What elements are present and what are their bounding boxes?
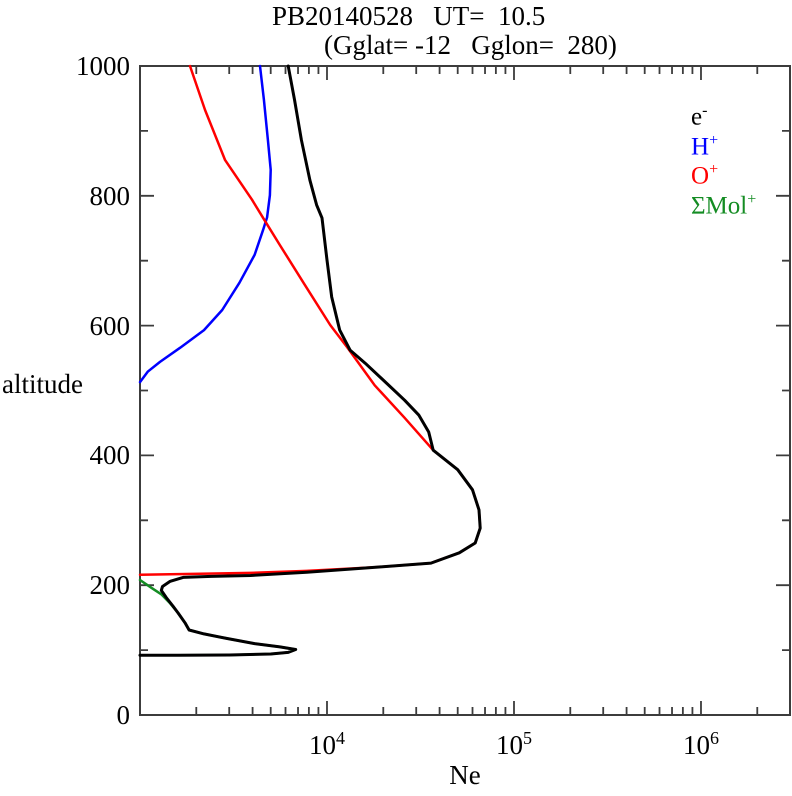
legend-entry-molecular-ions: ΣMol+ [691, 185, 757, 219]
legend-label-hydrogen-ions: H [691, 132, 710, 160]
plot-title-line2: (Gglat= -12 Gglon= 280) [324, 30, 617, 60]
legend-label-electrons: e [691, 103, 703, 131]
y-axis-title: altitude [2, 369, 83, 399]
y-tick-label-200: 200 [89, 570, 131, 601]
y-tick-label-600: 600 [89, 310, 131, 341]
oxygen-ion-curve [138, 64, 482, 577]
legend-sup-molecular-ions: + [747, 190, 757, 208]
y-tick-label-800: 800 [89, 180, 131, 211]
y-tick-label-400: 400 [89, 440, 131, 471]
plot-title-line1: PB20140528 UT= 10.5 [272, 1, 546, 31]
plot-legend: e- H+ O+ ΣMol+ [691, 96, 757, 219]
y-tick-label-0: 0 [116, 700, 131, 730]
legend-entry-electrons: e- [691, 96, 756, 130]
legend-sup-hydrogen-ions: + [709, 131, 719, 149]
legend-sup-electrons: - [702, 102, 708, 119]
legend-label-oxygen-ions: O [691, 162, 710, 190]
x-tick-label-1e4: 104 [308, 728, 345, 760]
legend-label-molecular-ions: ΣMol [691, 191, 748, 219]
legend-sup-oxygen-ions: + [709, 161, 719, 178]
x-tick-label-1e5: 105 [495, 728, 532, 760]
x-axis-title: Ne [449, 760, 481, 790]
hydrogen-ion-curve [138, 64, 272, 384]
y-tick-label-1000: 1000 [76, 51, 130, 81]
legend-entry-hydrogen-ions: H+ [691, 126, 756, 160]
legend-entry-oxygen-ions: O+ [691, 155, 756, 189]
x-tick-label-1e6: 106 [682, 728, 719, 760]
electron-density-curve [138, 64, 482, 657]
